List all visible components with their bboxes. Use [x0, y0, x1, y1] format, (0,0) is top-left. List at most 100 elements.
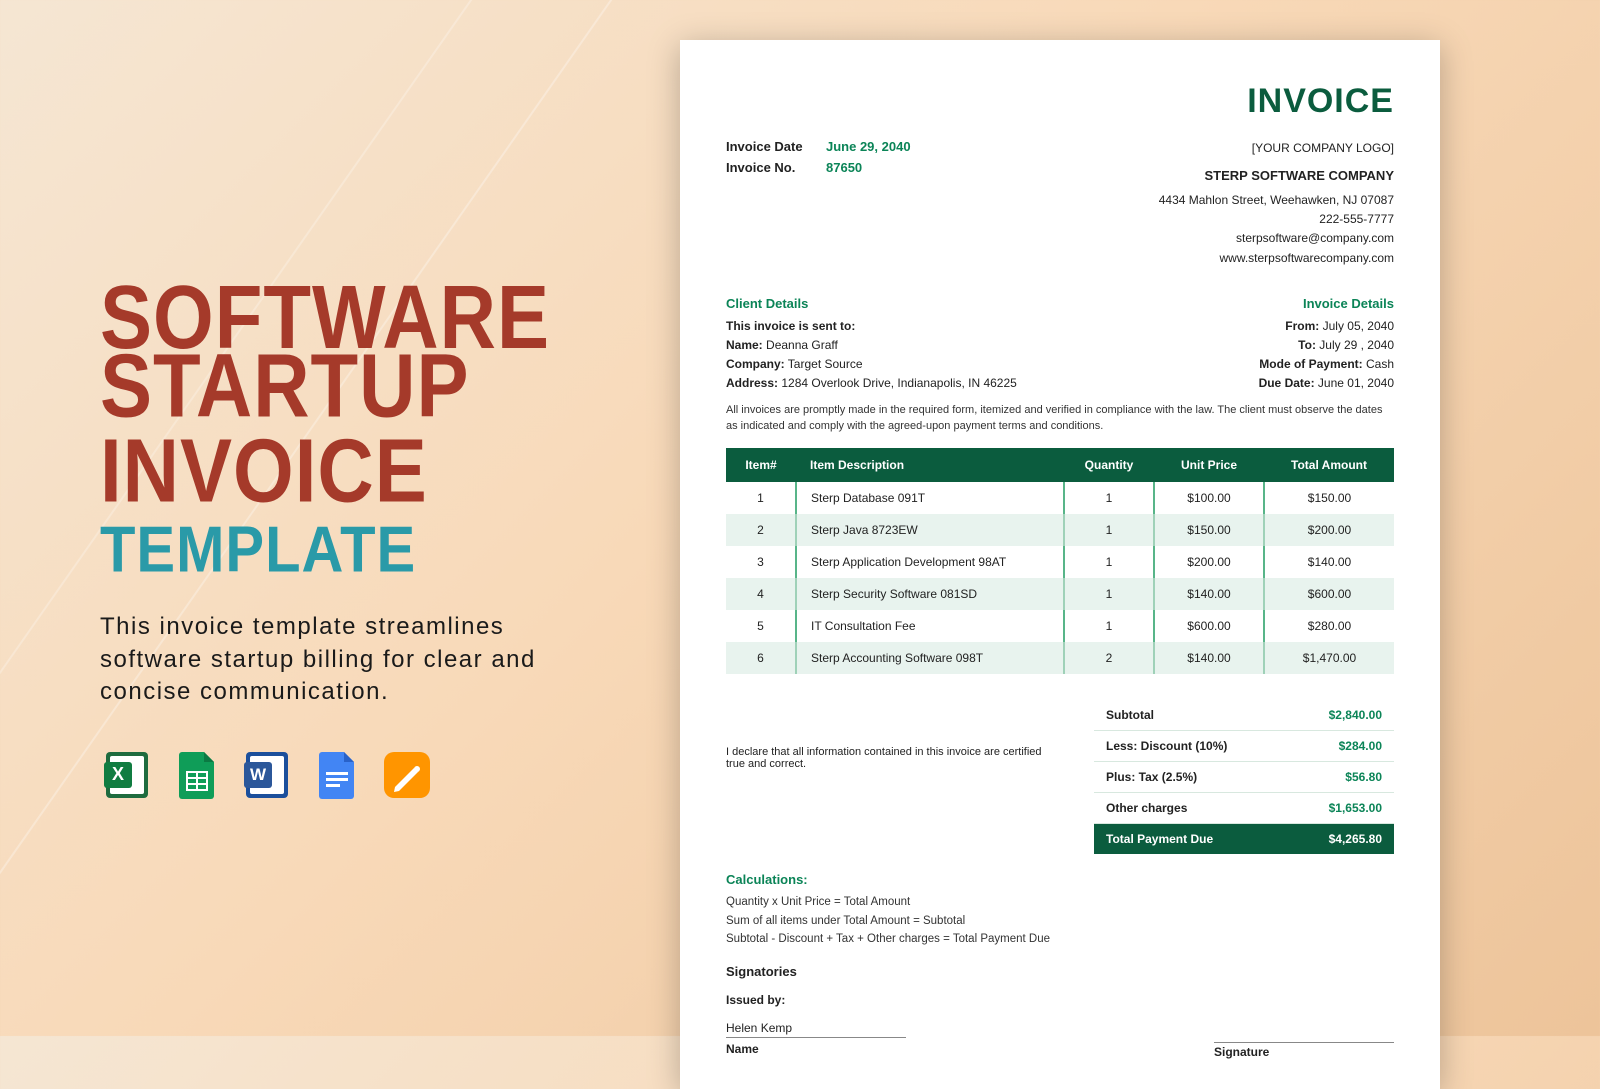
invoice-number-value: 87650 [826, 160, 862, 175]
payment-value: Cash [1366, 357, 1394, 371]
invoice-date-value: June 29, 2040 [826, 139, 911, 154]
col-price: Unit Price [1154, 448, 1264, 482]
invoice-document: INVOICE Invoice DateJune 29, 2040 Invoic… [680, 40, 1440, 1089]
signature-field-label: Signature [1214, 1042, 1394, 1059]
to-value: July 29 , 2040 [1319, 338, 1394, 352]
client-address: 1284 Overlook Drive, Indianapolis, IN 46… [781, 376, 1016, 390]
table-row: 4Sterp Security Software 081SD1$140.00$6… [726, 578, 1394, 610]
col-item: Item# [726, 448, 796, 482]
total-row: Less: Discount (10%) $284.00 [1094, 731, 1394, 762]
invoice-heading: INVOICE [726, 82, 1394, 121]
client-details-title: Client Details [726, 296, 1047, 311]
invoice-date-label: Invoice Date [726, 139, 826, 154]
client-name-label: Name: [726, 338, 763, 352]
col-total: Total Amount [1264, 448, 1394, 482]
cell-desc: IT Consultation Fee [796, 610, 1064, 642]
cell-qty: 1 [1064, 514, 1154, 546]
cell-desc: Sterp Accounting Software 098T [796, 642, 1064, 674]
docs-icon [310, 748, 364, 802]
from-label: From: [1285, 319, 1319, 333]
cell-qty: 1 [1064, 578, 1154, 610]
cell-qty: 1 [1064, 546, 1154, 578]
cell-price: $140.00 [1154, 578, 1264, 610]
cell-n: 4 [726, 578, 796, 610]
total-due-label: Total Payment Due [1106, 832, 1213, 846]
company-logo-placeholder: [YOUR COMPANY LOGO] [1159, 139, 1394, 158]
items-table: Item# Item Description Quantity Unit Pri… [726, 448, 1394, 674]
cell-price: $150.00 [1154, 514, 1264, 546]
cell-n: 6 [726, 642, 796, 674]
word-icon: W [240, 748, 294, 802]
total-value: $56.80 [1345, 770, 1382, 784]
company-website: www.sterpsoftwarecompany.com [1159, 249, 1394, 268]
client-address-label: Address: [726, 376, 778, 390]
cell-desc: Sterp Java 8723EW [796, 514, 1064, 546]
cell-total: $280.00 [1264, 610, 1394, 642]
col-desc: Item Description [796, 448, 1064, 482]
invoice-details-title: Invoice Details [1073, 296, 1394, 311]
totals-block: Subtotal $2,840.00 Less: Discount (10%) $28… [1094, 700, 1394, 854]
name-field-label: Name [726, 1042, 759, 1059]
svg-text:W: W [250, 765, 267, 784]
company-name: STERP SOFTWARE COMPANY [1159, 166, 1394, 187]
client-sent-label: This invoice is sent to: [726, 319, 855, 333]
total-value: $2,840.00 [1329, 708, 1382, 722]
to-label: To: [1298, 338, 1316, 352]
cell-price: $600.00 [1154, 610, 1264, 642]
cell-total: $200.00 [1264, 514, 1394, 546]
cell-n: 2 [726, 514, 796, 546]
total-label: Less: Discount (10%) [1106, 739, 1227, 753]
total-due-value: $4,265.80 [1329, 832, 1382, 846]
cell-total: $150.00 [1264, 482, 1394, 514]
table-row: 6Sterp Accounting Software 098T2$140.00$… [726, 642, 1394, 674]
promo-description: This invoice template streamlines softwa… [100, 611, 580, 708]
company-block: [YOUR COMPANY LOGO] STERP SOFTWARE COMPA… [1159, 139, 1394, 268]
total-label: Other charges [1106, 801, 1187, 815]
calc-line: Quantity x Unit Price = Total Amount [726, 893, 1394, 911]
cell-price: $140.00 [1154, 642, 1264, 674]
calculations-lines: Quantity x Unit Price = Total AmountSum … [726, 893, 1394, 948]
client-company: Target Source [788, 357, 863, 371]
invoice-number-label: Invoice No. [726, 160, 826, 175]
company-phone: 222-555-7777 [1159, 210, 1394, 229]
total-label: Plus: Tax (2.5%) [1106, 770, 1197, 784]
cell-qty: 1 [1064, 610, 1154, 642]
table-row: 1Sterp Database 091T1$100.00$150.00 [726, 482, 1394, 514]
cell-price: $100.00 [1154, 482, 1264, 514]
calculations-title: Calculations: [726, 872, 1394, 887]
total-label: Subtotal [1106, 708, 1154, 722]
signatories-title: Signatories [726, 964, 1394, 979]
calc-line: Sum of all items under Total Amount = Su… [726, 912, 1394, 930]
company-address: 4434 Mahlon Street, Weehawken, NJ 07087 [1159, 191, 1394, 210]
total-row: Other charges $1,653.00 [1094, 793, 1394, 824]
pages-icon [380, 748, 434, 802]
svg-text:X: X [112, 764, 124, 784]
cell-desc: Sterp Security Software 081SD [796, 578, 1064, 610]
col-qty: Quantity [1064, 448, 1154, 482]
declaration: I declare that all information contained… [726, 746, 1046, 770]
cell-price: $200.00 [1154, 546, 1264, 578]
invoice-meta: Invoice DateJune 29, 2040 Invoice No.876… [726, 139, 911, 268]
due-label: Due Date: [1259, 376, 1315, 390]
issued-by-label: Issued by: [726, 993, 1394, 1007]
promo-panel: SOFTWARE STARTUP INVOICE TEMPLATE This i… [0, 0, 680, 1036]
total-value: $1,653.00 [1329, 801, 1382, 815]
promo-title-line3: TEMPLATE [100, 512, 640, 587]
client-company-label: Company: [726, 357, 785, 371]
cell-desc: Sterp Application Development 98AT [796, 546, 1064, 578]
payment-label: Mode of Payment: [1259, 357, 1362, 371]
total-row: Subtotal $2,840.00 [1094, 700, 1394, 731]
due-value: June 01, 2040 [1318, 376, 1394, 390]
client-name: Deanna Graff [766, 338, 838, 352]
total-value: $284.00 [1339, 739, 1382, 753]
format-icons: X W [100, 748, 640, 802]
cell-qty: 2 [1064, 642, 1154, 674]
table-row: 5IT Consultation Fee1$600.00$280.00 [726, 610, 1394, 642]
invoice-note: All invoices are promptly made in the re… [726, 403, 1394, 434]
total-row: Plus: Tax (2.5%) $56.80 [1094, 762, 1394, 793]
company-email: sterpsoftware@company.com [1159, 229, 1394, 248]
excel-icon: X [100, 748, 154, 802]
cell-total: $1,470.00 [1264, 642, 1394, 674]
cell-qty: 1 [1064, 482, 1154, 514]
cell-n: 5 [726, 610, 796, 642]
